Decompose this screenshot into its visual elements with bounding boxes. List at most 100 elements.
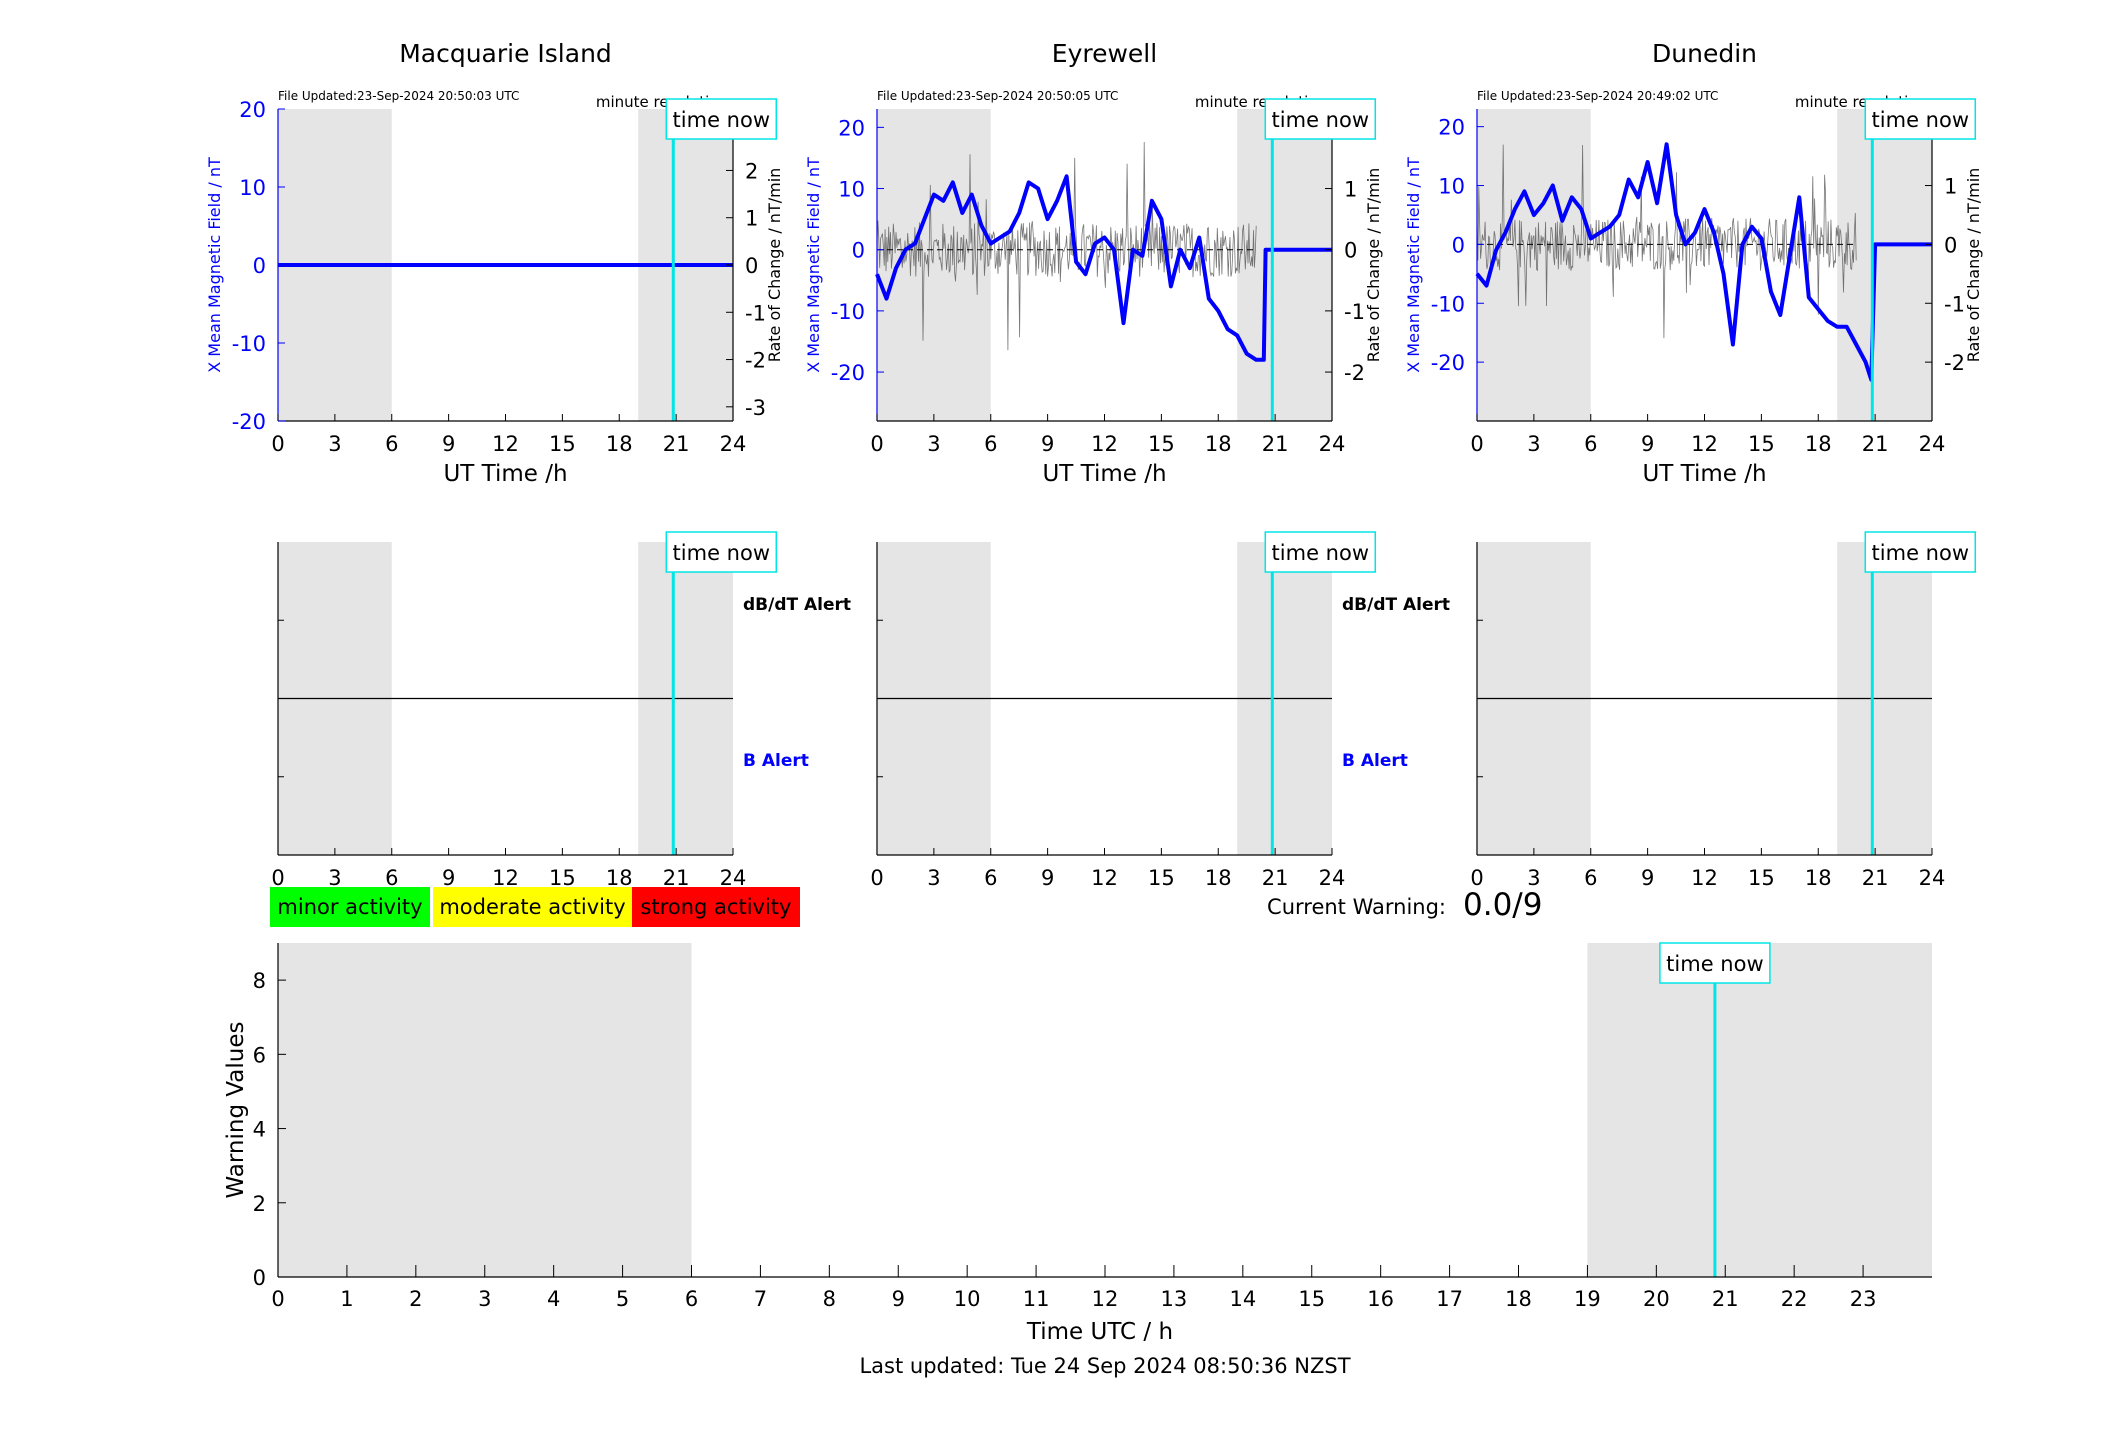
current-warning-value: 0.0/9 (1463, 887, 1542, 923)
legend-swatch (433, 887, 632, 927)
y-tick-label: 4 (253, 1118, 266, 1142)
y-left-tick-label: 0 (852, 239, 865, 263)
x-tick-label: 0 (271, 866, 284, 890)
dbdt-alert-label: dB/dT Alert (1342, 595, 1450, 615)
x-tick-label: 19 (1574, 1287, 1601, 1311)
x-tick-label: 3 (927, 866, 940, 890)
x-tick-label: 1 (340, 1287, 353, 1311)
time-now-label: time now (1872, 541, 1969, 565)
time-now-marker: time now (1864, 531, 1977, 573)
y-left-tick-label: -10 (1431, 292, 1465, 316)
time-now-marker: time now (665, 531, 778, 573)
y-right-tick-label: 0 (1344, 239, 1357, 263)
x-tick-label: 15 (549, 866, 576, 890)
y-right-tick-label: 1 (745, 207, 758, 231)
x-tick-label: 16 (1367, 1287, 1394, 1311)
x-tick-label: 0 (271, 1287, 284, 1311)
x-tick-label: 18 (1805, 432, 1832, 456)
y-right-tick-label: -1 (1944, 292, 1965, 316)
y-left-tick-label: -10 (831, 300, 865, 324)
y-left-tick-label: 10 (239, 176, 266, 200)
x-tick-label: 6 (1584, 866, 1597, 890)
magnetometer-panel-1: 03691215182124-20-1001020-3-2-10123Macqu… (205, 39, 784, 487)
x-tick-label: 9 (1041, 432, 1054, 456)
y-left-tick-label: 20 (838, 116, 865, 140)
panel-title: Eyrewell (1052, 39, 1157, 68)
y-right-tick-label: 1 (1944, 175, 1957, 199)
x-tick-label: 10 (954, 1287, 981, 1311)
x-tick-label: 3 (328, 866, 341, 890)
time-now-box (1864, 98, 1977, 140)
x-tick-label: 15 (1298, 1287, 1325, 1311)
x-tick-label: 5 (616, 1287, 629, 1311)
night-shading (1237, 109, 1332, 421)
x-tick-label: 21 (1262, 866, 1289, 890)
time-now-label: time now (673, 541, 770, 565)
y-tick-label: 6 (253, 1043, 266, 1067)
x-tick-label: 3 (927, 432, 940, 456)
x-tick-label: 9 (1041, 866, 1054, 890)
y-right-axis-label: Rate of Change / nT/min (765, 168, 784, 363)
magnetometer-panel-3: 03691215182124-20-1001020-2-1012DunedinF… (1404, 39, 1983, 487)
y-left-tick-label: -20 (232, 410, 266, 434)
time-now-label: time now (1272, 541, 1369, 565)
x-tick-label: 3 (1527, 432, 1540, 456)
x-tick-label: 21 (1262, 432, 1289, 456)
y-left-axis-label: X Mean Magnetic Field / nT (1404, 157, 1423, 373)
x-tick-label: 21 (1712, 1287, 1739, 1311)
x-tick-label: 24 (720, 866, 747, 890)
time-now-box (1264, 531, 1377, 573)
x-tick-label: 23 (1850, 1287, 1877, 1311)
x-tick-label: 2 (409, 1287, 422, 1311)
b-alert-label: B Alert (743, 751, 809, 771)
x-tick-label: 18 (1205, 432, 1232, 456)
time-now-marker: time now (665, 98, 778, 140)
y-left-axis-label: X Mean Magnetic Field / nT (205, 157, 224, 373)
time-now-label: time now (673, 108, 770, 132)
time-now-label: time now (1872, 108, 1969, 132)
y-left-tick-label: 10 (838, 178, 865, 202)
x-tick-label: 15 (1148, 866, 1175, 890)
y-left-tick-label: 20 (1438, 116, 1465, 140)
y-tick-label: 2 (253, 1192, 266, 1216)
x-tick-label: 12 (492, 432, 519, 456)
time-now-label: time now (1666, 952, 1763, 976)
x-tick-label: 22 (1781, 1287, 1808, 1311)
y-left-tick-label: 10 (1438, 175, 1465, 199)
x-tick-label: 9 (1641, 866, 1654, 890)
time-now-box (665, 531, 778, 573)
mean-field-series (1475, 142, 1932, 382)
x-tick-label: 9 (442, 432, 455, 456)
x-tick-label: 3 (478, 1287, 491, 1311)
time-now-box (665, 98, 778, 140)
file-updated-label: File Updated:23-Sep-2024 20:49:02 UTC (1477, 89, 1718, 103)
warning-values-chart: 0 1 2 3 4 5 6 7 8 9 10 11 12 13 14 15 16 17 18 19 20 21 22 2302… (223, 942, 1932, 1345)
y-left-tick-label: -20 (831, 361, 865, 385)
current-warning-label: Current Warning: (1267, 895, 1446, 919)
x-tick-label: 6 (984, 432, 997, 456)
x-tick-label: 0 (1470, 432, 1483, 456)
time-now-box (1264, 98, 1377, 140)
x-tick-label: 18 (1805, 866, 1832, 890)
y-left-tick-label: -10 (232, 332, 266, 356)
x-tick-label: 8 (823, 1287, 836, 1311)
x-tick-label: 0 (870, 432, 883, 456)
x-tick-label: 4 (547, 1287, 560, 1311)
x-tick-label: 21 (663, 432, 690, 456)
x-tick-label: 3 (1527, 866, 1540, 890)
x-tick-label: 11 (1023, 1287, 1050, 1311)
x-tick-label: 24 (1919, 866, 1946, 890)
y-right-tick-label: 1 (1344, 178, 1357, 202)
x-tick-label: 12 (492, 866, 519, 890)
magnetometer-panel-2: 03691215182124-20-1001020-2-1012Eyrewell… (804, 39, 1383, 487)
x-tick-label: 12 (1091, 432, 1118, 456)
x-tick-label: 24 (1319, 432, 1346, 456)
y-right-tick-label: 2 (745, 159, 758, 183)
night-shading (1587, 943, 1932, 1277)
alert-panel-3: 0 3 6 9 12 15 18 21 24 time now (1470, 531, 1977, 890)
x-axis-label: UT Time /h (1642, 461, 1766, 487)
x-tick-label: 6 (1584, 432, 1597, 456)
alert-panel-2: 0 3 6 9 12 15 18 21 24 dB/dT Alert B Alert time now (870, 531, 1450, 890)
x-axis-label: Time UTC / h (1026, 1319, 1173, 1345)
